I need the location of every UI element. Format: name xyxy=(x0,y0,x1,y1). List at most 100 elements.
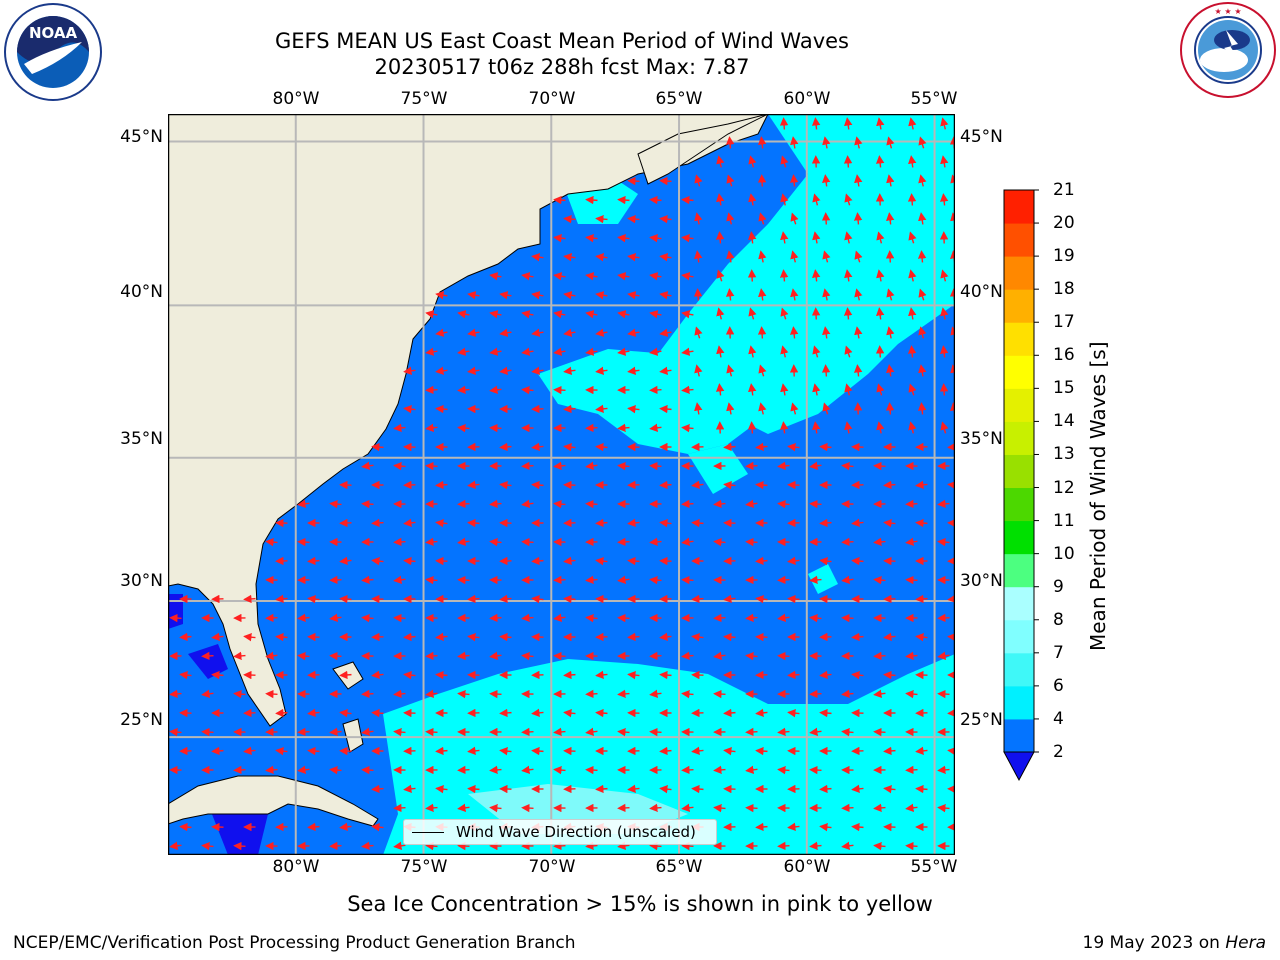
wave-direction-arrow xyxy=(822,250,831,263)
wave-direction-arrow xyxy=(425,423,438,432)
lon-label-bottom-55w: 55°W xyxy=(910,857,958,877)
wave-direction-arrow xyxy=(435,366,448,375)
wave-direction-arrow xyxy=(457,689,470,699)
lat-label-left-25n: 25°N xyxy=(120,710,163,730)
wave-direction-arrow xyxy=(393,803,406,813)
legend-line-swatch xyxy=(412,832,444,833)
wave-direction-arrow xyxy=(585,272,598,281)
wave-direction-arrow xyxy=(649,651,662,661)
wave-direction-arrow xyxy=(779,269,789,282)
wave-direction-arrow xyxy=(940,269,949,282)
wave-direction-arrow xyxy=(521,347,534,356)
wave-direction-arrow xyxy=(179,670,192,680)
wave-direction-arrow xyxy=(563,594,576,604)
wave-direction-arrow xyxy=(873,461,886,471)
wave-direction-arrow xyxy=(787,822,800,832)
wave-direction-arrow xyxy=(777,727,790,737)
wave-direction-arrow xyxy=(693,288,703,301)
wave-direction-arrow xyxy=(585,727,598,736)
wave-direction-arrow xyxy=(275,632,288,642)
wave-direction-arrow xyxy=(758,288,767,301)
wave-direction-arrow xyxy=(779,117,789,130)
wave-direction-arrow xyxy=(627,784,640,794)
wave-direction-arrow xyxy=(681,499,694,509)
wave-direction-arrow xyxy=(467,291,480,300)
wave-direction-arrow xyxy=(886,174,895,187)
wave-direction-arrow xyxy=(553,195,566,205)
svg-text:★ ★ ★: ★ ★ ★ xyxy=(1214,7,1241,16)
wave-direction-arrow xyxy=(681,347,694,356)
wave-direction-arrow xyxy=(585,765,598,775)
wave-direction-arrow xyxy=(757,174,767,187)
wave-direction-arrow xyxy=(659,518,672,528)
wave-direction-arrow xyxy=(875,155,885,168)
wave-direction-arrow xyxy=(649,233,662,243)
wave-direction-arrow xyxy=(457,803,470,812)
wave-direction-arrow xyxy=(595,708,608,718)
wave-direction-arrow xyxy=(886,288,895,301)
colorbar-tick-label-7: 7 xyxy=(1053,642,1064,663)
wave-direction-arrow xyxy=(716,193,725,206)
wave-direction-arrow xyxy=(617,347,630,356)
lon-label-bottom-75w: 75°W xyxy=(400,857,448,877)
wave-direction-arrow xyxy=(457,765,470,775)
wave-direction-arrow xyxy=(811,307,821,320)
wave-direction-arrow xyxy=(713,651,726,660)
wave-direction-arrow xyxy=(435,291,448,300)
wave-direction-arrow xyxy=(521,385,534,395)
wave-direction-arrow xyxy=(361,499,374,509)
wave-direction-arrow xyxy=(821,212,831,225)
wave-direction-arrow xyxy=(937,689,950,699)
sea-ice-note: Sea Ice Concentration > 15% is shown in … xyxy=(347,892,933,916)
land-bahamas-island xyxy=(342,718,364,753)
lon-label-top-70w: 70°W xyxy=(528,89,576,109)
wave-direction-arrow xyxy=(883,518,896,528)
wave-direction-arrow xyxy=(659,176,672,186)
wave-direction-arrow xyxy=(403,518,416,528)
wave-direction-arrow xyxy=(918,364,927,377)
wave-direction-arrow xyxy=(499,746,512,756)
wave-direction-arrow xyxy=(297,765,310,774)
wave-direction-arrow xyxy=(403,670,416,680)
wave-direction-arrow xyxy=(716,345,725,358)
wave-direction-arrow xyxy=(531,253,544,262)
wave-direction-arrow xyxy=(747,421,757,434)
wave-direction-arrow xyxy=(169,689,182,699)
wave-direction-arrow xyxy=(777,499,790,509)
wave-direction-arrow xyxy=(691,784,704,794)
wave-direction-arrow xyxy=(627,518,640,528)
wave-direction-arrow xyxy=(585,195,598,205)
wave-direction-arrow xyxy=(521,765,534,774)
wave-direction-arrow xyxy=(201,727,214,737)
wave-direction-arrow xyxy=(307,746,320,756)
wave-direction-arrow xyxy=(435,670,448,680)
wave-direction-arrow xyxy=(758,250,767,263)
wave-direction-arrow xyxy=(758,136,767,149)
wave-direction-arrow xyxy=(713,765,726,775)
wave-direction-arrow xyxy=(876,307,885,320)
wave-direction-arrow xyxy=(716,269,725,282)
chart-title-line1: GEFS MEAN US East Coast Mean Period of W… xyxy=(275,29,849,53)
colorbar-tick-label-17: 17 xyxy=(1053,312,1075,333)
wave-direction-arrow xyxy=(819,784,832,794)
wave-direction-arrow xyxy=(617,233,630,243)
wave-direction-arrow xyxy=(467,632,480,642)
wave-direction-arrow xyxy=(940,421,949,434)
lon-label-top-75w: 75°W xyxy=(400,89,448,109)
colorbar-tick-label-6: 6 xyxy=(1053,675,1064,696)
colorbar-tick-label-15: 15 xyxy=(1053,378,1075,399)
wave-direction-arrow xyxy=(457,841,470,851)
wave-direction-arrow xyxy=(371,784,384,794)
wave-direction-arrow xyxy=(531,291,544,300)
wave-direction-arrow xyxy=(873,575,886,585)
wave-direction-arrow xyxy=(563,404,576,414)
wave-direction-arrow xyxy=(339,822,352,832)
wave-direction-arrow xyxy=(917,250,927,263)
colorbar-tick-label-2: 2 xyxy=(1053,742,1064,762)
wave-direction-arrow xyxy=(627,214,640,224)
wave-direction-arrow xyxy=(649,195,662,205)
wave-direction-arrow xyxy=(876,231,885,244)
wave-direction-arrow xyxy=(329,727,342,737)
lon-label-top-65w: 65°W xyxy=(655,89,703,109)
wave-direction-arrow xyxy=(777,575,790,585)
